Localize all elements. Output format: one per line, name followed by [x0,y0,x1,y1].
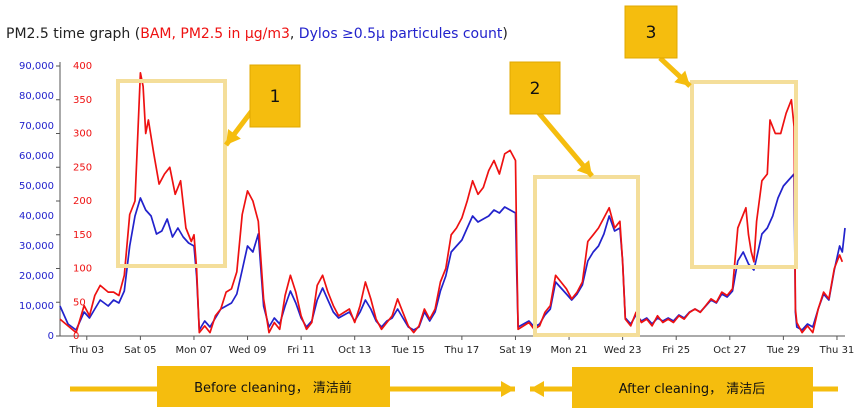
x-tick-label: Fri 25 [662,345,690,356]
left-tick-label: 20,000 [19,271,54,282]
bam-series-line [59,71,844,334]
right-tick-label: 150 [73,230,92,241]
before-caption-box [157,366,390,407]
callout-arrowhead-1 [226,129,241,145]
x-tick-label: Sat 05 [124,345,156,356]
dylos-series-line [59,173,846,331]
left-tick-label: 60,000 [19,151,54,162]
x-tick-label: Mon 21 [551,345,588,356]
x-tick-label: Oct 27 [713,345,746,356]
callout-label-2: 2 [530,79,541,99]
before-caption: Before cleaning， 清洁前 [194,380,352,396]
x-axis-ticks: Thu 03 Sat 05 Mon 07 Wed 09 Fri 11 Oct 13 Tue … [68,336,854,356]
x-tick-label: Wed 23 [604,345,642,356]
highlight-boxes [116,79,798,337]
x-tick-label: Mon 07 [175,345,212,356]
axes [59,62,845,337]
left-tick-label: 40,000 [19,211,54,222]
right-tick-label: 0 [73,331,79,342]
bottom-arrows: Before cleaning， 清洁前 After cleaning， 清洁后 [70,366,838,408]
right-tick-label: 250 [73,162,92,173]
right-axis-ticks: 0 50 100 150 200 250 300 350 400 [56,61,92,342]
x-tick-label: Oct 13 [338,345,371,356]
x-tick-label: Tue 15 [391,345,425,356]
x-tick-label: Sat 19 [499,345,531,356]
right-tick-label: 50 [73,297,86,308]
left-tick-label: 10,000 [19,301,54,312]
x-tick-label: Thu 03 [68,345,104,356]
left-axis-ticks: 0 10,000 20,000 30,000 40,000 50,000 60,000 70,… [19,61,54,342]
left-tick-label: 30,000 [19,241,54,252]
callout-arrowhead-2 [576,160,592,176]
x-tick-label: Tue 29 [766,345,800,356]
callout-label-1: 1 [270,87,281,107]
x-tick-label: Thu 17 [444,345,480,356]
left-tick-label: 80,000 [19,91,54,102]
left-tick-label: 50,000 [19,181,54,192]
series-lines [59,71,846,334]
right-tick-label: 350 [73,95,92,106]
right-tick-label: 400 [73,61,92,72]
after-arrow-head [530,381,544,397]
right-tick-label: 300 [73,129,92,140]
left-tick-label: 70,000 [19,121,54,132]
chart-title: PM2.5 time graph (BAM, PM2.5 in µg/m3, D… [6,26,508,42]
title-prefix: PM2.5 time graph ( [6,26,141,42]
right-tick-label: 200 [73,196,92,207]
title-dylos: Dylos ≥0.5µ particules count [298,26,503,42]
right-tick-label: 100 [73,264,92,275]
x-tick-label: Fri 11 [287,345,315,356]
title-sep: , [289,26,299,42]
title-suffix: ) [502,26,508,42]
x-tick-label: Wed 09 [229,345,267,356]
x-tick-label: Thu 31 [819,345,855,356]
callout-box-2 [509,61,561,115]
callouts: 1 2 3 [224,5,692,178]
highlight-box-2 [533,175,640,337]
callout-box-3 [624,5,678,59]
highlight-box-3 [690,80,798,269]
callout-arrowhead-3 [674,70,690,86]
left-tick-label: 90,000 [19,61,54,72]
left-tick-label: 0 [48,331,54,342]
title-bam: BAM, PM2.5 in µg/m3 [140,26,290,42]
after-caption: After cleaning， 清洁后 [619,382,766,397]
highlight-box-1 [116,79,227,268]
callout-label-3: 3 [646,23,657,43]
callout-box-1 [249,64,301,128]
after-caption-box [572,367,813,408]
before-arrow-head [501,381,515,397]
